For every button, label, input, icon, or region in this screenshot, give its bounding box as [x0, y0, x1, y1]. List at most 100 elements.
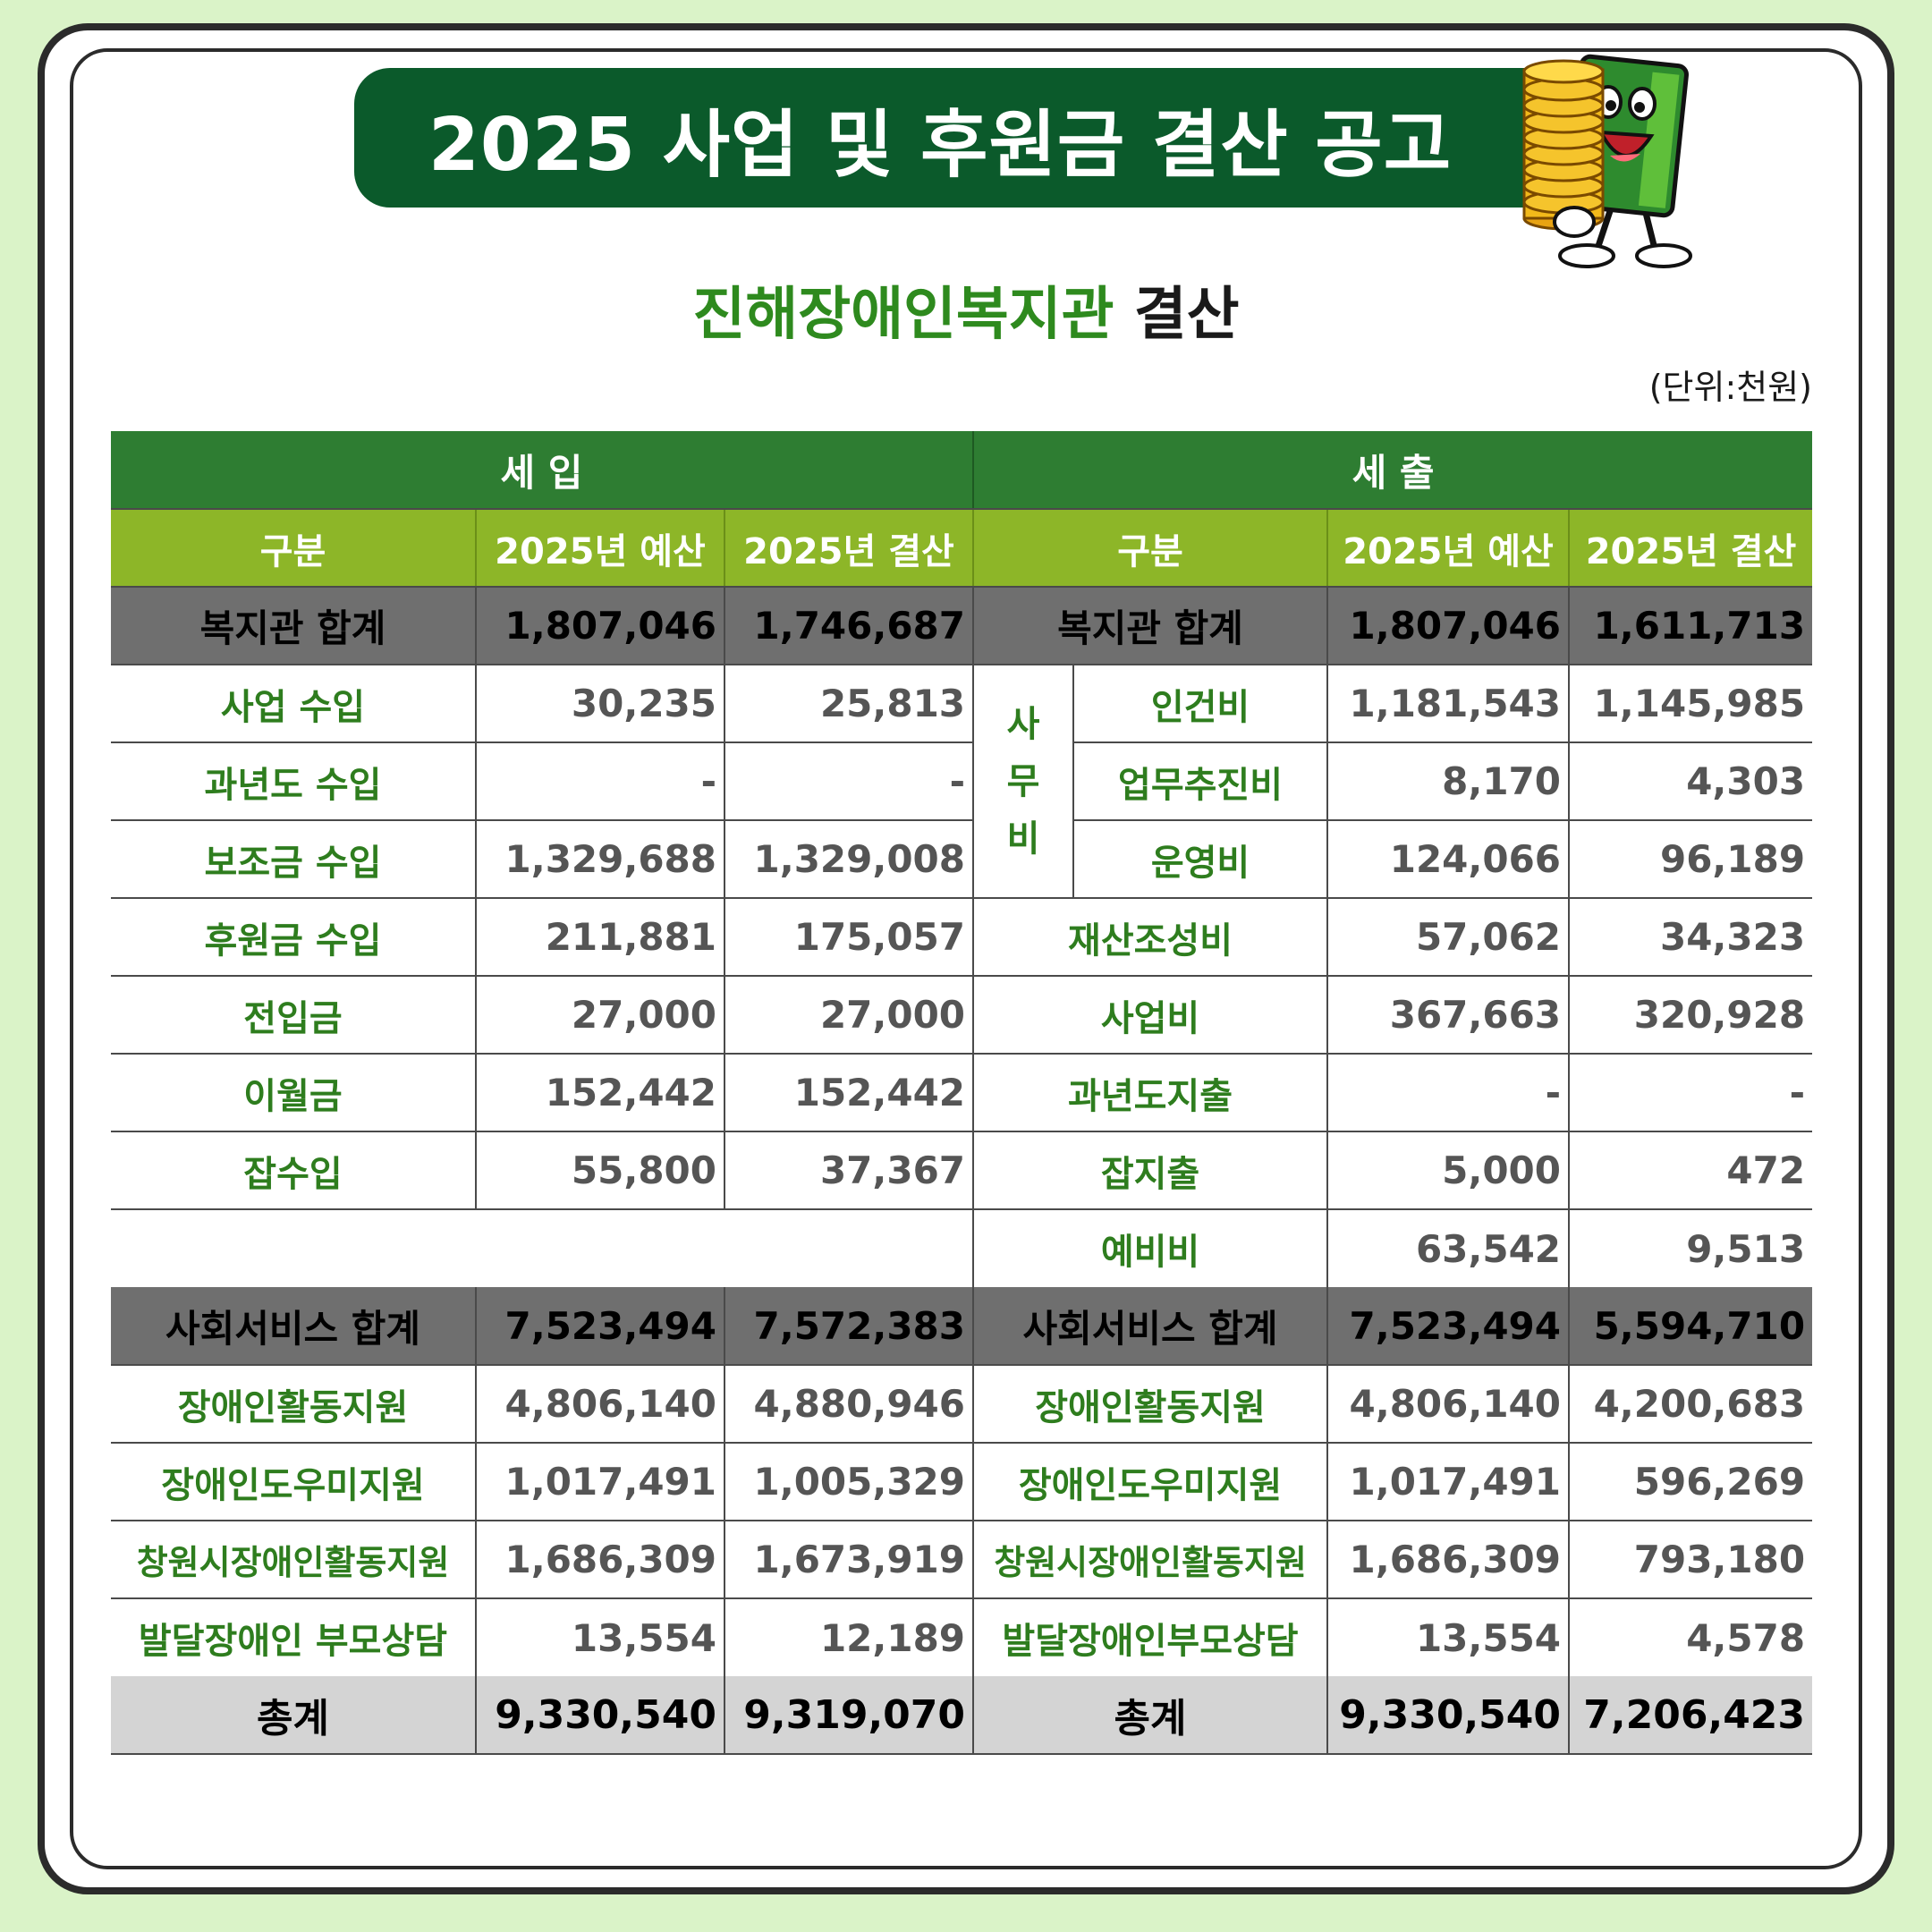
expense-total-label: 총계 [973, 1676, 1329, 1755]
income-budget: 211,881 [476, 898, 725, 977]
income-budget: 152,442 [476, 1054, 725, 1132]
expense-budget: 367,663 [1327, 976, 1571, 1055]
income-subtotal-label: 복지관 합계 [111, 587, 477, 665]
expense-settlement: 793,180 [1569, 1521, 1813, 1599]
expense-budget: 13,554 [1327, 1598, 1571, 1676]
expense-budget: 4,806,140 [1327, 1365, 1571, 1444]
income-budget: 4,806,140 [476, 1365, 725, 1444]
expense-subtotal-label: 사회서비스 합계 [973, 1287, 1329, 1366]
expense-budget: 1,686,309 [1327, 1521, 1571, 1599]
expense-settlement: 9,513 [1686, 1226, 1806, 1271]
expense-budget: 57,062 [1327, 898, 1571, 977]
expense-subtotal-budget: 1,807,046 [1327, 587, 1571, 665]
page-inner-frame [70, 48, 1862, 1869]
income-category-header: 구분 [111, 509, 477, 588]
expense-budget-header: 2025년 예산 [1327, 509, 1571, 588]
expense-label: 과년도지출 [973, 1054, 1329, 1132]
column-header-row: 구분 2025년 예산 2025년 결산 구분 2025년 예산 2025년 결… [111, 509, 1813, 588]
income-label: 발달장애인 부모상담 [111, 1598, 477, 1676]
expense-label: 업무추진비 [1073, 742, 1329, 821]
expense-subtotal-label: 복지관 합계 [973, 587, 1329, 665]
income-budget: 1,329,688 [476, 820, 725, 899]
income-label: 후원금 수입 [111, 898, 477, 977]
expense-category-header: 구분 [973, 509, 1329, 588]
income-section-header: 세 입 [111, 431, 975, 510]
office-expense-group-label: 사 무 비 [973, 665, 1075, 899]
income-budget: 1,017,491 [476, 1443, 725, 1521]
social-sum-row: 사회서비스 합계 7,523,494 7,572,383 사회서비스 합계 7,… [111, 1287, 1813, 1366]
expense-settlement: 96,189 [1569, 820, 1813, 899]
expense-label: 창원시장애인활동지원 [973, 1521, 1329, 1599]
income-budget: 55,800 [476, 1131, 725, 1210]
subtitle-keyword-text: 결산 [1133, 282, 1240, 348]
unit-note: (단위:천원) [1648, 368, 1812, 407]
income-settlement: 27,000 [724, 976, 975, 1055]
table-row: 이월금 152,442 152,442 과년도지출 - - [111, 1054, 1813, 1132]
income-budget: 13,554 [476, 1598, 725, 1676]
table-row: 보조금 수입 1,329,688 1,329,008 운영비 124,066 9… [111, 820, 1813, 899]
income-settlement: 4,880,946 [724, 1365, 975, 1444]
title-banner: 2025 사업 및 후원금 결산 공고 [354, 68, 1580, 208]
income-label: 장애인활동지원 [111, 1365, 477, 1444]
expense-budget: 5,000 [1327, 1131, 1571, 1210]
income-total-settlement: 9,319,070 [724, 1676, 975, 1755]
income-settlement: - [724, 742, 975, 821]
expense-budget: 63,542 [1327, 1209, 1571, 1287]
expense-label: 운영비 [1073, 820, 1329, 899]
income-budget-header: 2025년 예산 [476, 509, 725, 588]
expense-label: 인건비 [1073, 665, 1329, 743]
table-row: 장애인활동지원 4,806,140 4,880,946 장애인활동지원 4,80… [111, 1365, 1813, 1444]
income-subtotal-budget: 7,523,494 [476, 1287, 725, 1366]
expense-settlement: 4,200,683 [1569, 1365, 1813, 1444]
income-label: 과년도 수입 [111, 742, 477, 821]
subtitle-keyword: 결산 [1114, 282, 1240, 348]
expense-total-settlement: 7,206,423 [1569, 1676, 1813, 1755]
empty-income-cell [111, 1209, 975, 1287]
income-settlement: 1,005,329 [724, 1443, 975, 1521]
group-char: 사 [1006, 703, 1040, 745]
group-char: 무 [1006, 760, 1040, 802]
table-row: 잡수입 55,800 37,367 잡지출 5,000 472 [111, 1131, 1813, 1210]
expense-subtotal-settlement: 1,611,713 [1569, 587, 1813, 665]
income-settlement: 1,329,008 [724, 820, 975, 899]
income-subtotal-budget: 1,807,046 [476, 587, 725, 665]
income-total-label: 총계 [111, 1676, 477, 1755]
expense-label: 잡지출 [973, 1131, 1329, 1210]
income-total-budget: 9,330,540 [476, 1676, 725, 1755]
income-budget: 30,235 [476, 665, 725, 743]
income-settlement: 37,367 [724, 1131, 975, 1210]
expense-label: 예비비 [973, 1209, 1329, 1287]
expense-label: 사업비 [973, 976, 1329, 1055]
expense-settlement: 4,303 [1569, 742, 1813, 821]
expense-label: 장애인활동지원 [973, 1365, 1329, 1444]
organization-name: 진해장애인복지관 [692, 282, 1114, 348]
income-subtotal-label: 사회서비스 합계 [111, 1287, 477, 1366]
expense-settlement: 320,928 [1569, 976, 1813, 1055]
expense-settlement: 596,269 [1569, 1443, 1813, 1521]
grand-total-row: 총계 9,330,540 9,319,070 총계 9,330,540 7,20… [111, 1676, 1813, 1755]
section-header-row: 세 입 세 출 [111, 431, 1813, 510]
expense-settlement: 472 [1569, 1131, 1813, 1210]
table-row: 과년도 수입 - - 업무추진비 8,170 4,303 [111, 742, 1813, 821]
coin-stack-mascot-icon [1522, 54, 1692, 268]
expense-budget: 124,066 [1327, 820, 1571, 899]
income-budget: 1,686,309 [476, 1521, 725, 1599]
expense-budget: 8,170 [1327, 742, 1571, 821]
table-row: 사업 수입 30,235 25,813 사 무 비 인건비 1,181,543 … [111, 665, 1813, 899]
expense-section-header: 세 출 [973, 431, 1813, 510]
expense-total-budget: 9,330,540 [1327, 1676, 1571, 1755]
expense-settlement: - [1569, 1054, 1813, 1132]
income-subtotal-settlement: 1,746,687 [724, 587, 975, 665]
settlement-table: 세 입 세 출 구분 2025년 예산 2025년 결산 구분 2025년 예산… [111, 431, 1813, 1755]
table-row: 예비비 63,542 9,513 [111, 1209, 1812, 1287]
expense-label: 발달장애인부모상담 [973, 1598, 1329, 1676]
income-budget: - [476, 742, 725, 821]
welfare-sum-row: 복지관 합계 1,807,046 1,746,687 복지관 합계 1,807,… [111, 587, 1813, 665]
expense-settlement-header: 2025년 결산 [1569, 509, 1813, 588]
income-settlement: 152,442 [724, 1054, 975, 1132]
income-budget: 27,000 [476, 976, 725, 1055]
expense-subtotal-settlement: 5,594,710 [1569, 1287, 1813, 1366]
income-subtotal-settlement: 7,572,383 [724, 1287, 975, 1366]
income-label: 이월금 [111, 1054, 477, 1132]
expense-budget: - [1327, 1054, 1571, 1132]
